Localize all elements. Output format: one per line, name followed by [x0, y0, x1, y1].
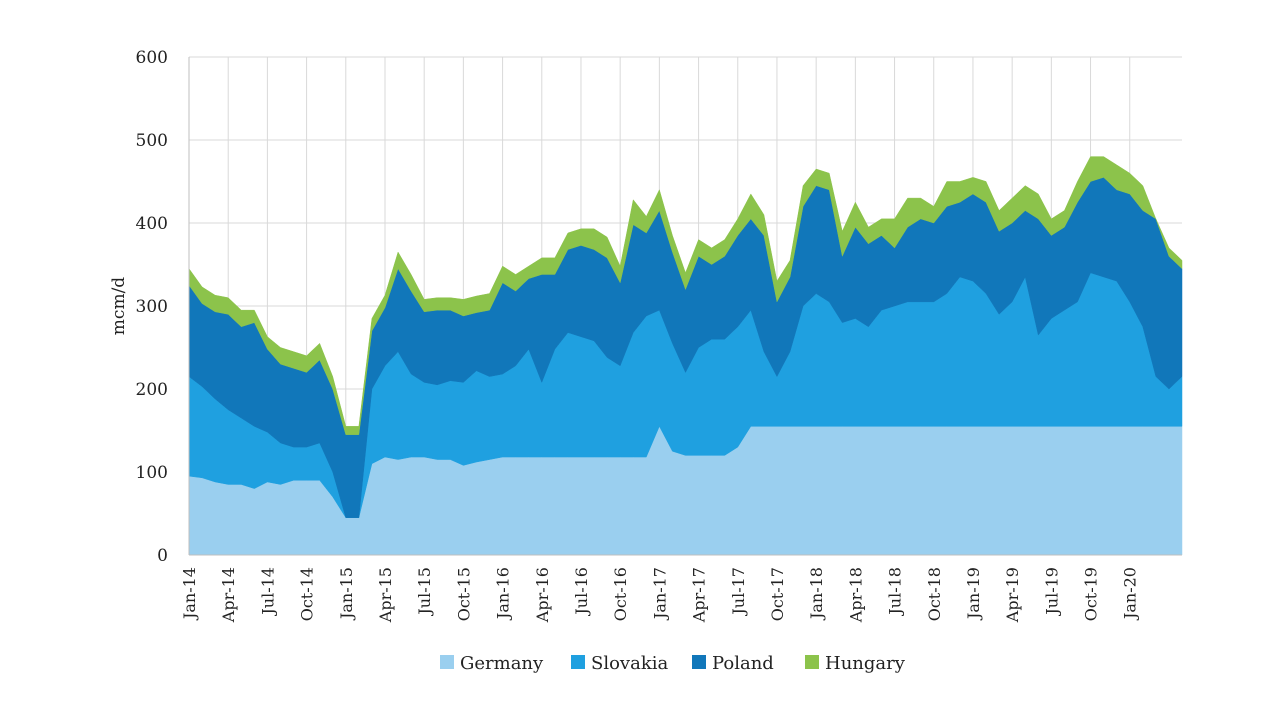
x-tick-label: Jan-17 [650, 567, 669, 621]
x-tick-label: Oct-14 [298, 567, 317, 621]
legend-label: Poland [712, 653, 774, 674]
x-tick-label: Apr-14 [219, 567, 238, 623]
x-tick-label: Oct-15 [454, 567, 473, 621]
x-tick-label: Oct-16 [611, 567, 630, 621]
x-tick-label: Jul-18 [886, 567, 905, 617]
x-tick-label: Jul-17 [729, 567, 748, 617]
y-tick-label: 0 [157, 546, 168, 566]
x-tick-label: Oct-17 [768, 567, 787, 621]
y-tick-label: 600 [136, 48, 168, 68]
y-axis: 0 100 200 300 400 500 600 [136, 48, 168, 566]
legend-swatch [571, 655, 585, 669]
y-axis-label: mcm/d [109, 277, 129, 335]
y-tick-label: 200 [136, 380, 168, 400]
legend-item-slovakia: Slovakia [571, 653, 668, 674]
x-tick-label: Jan-16 [494, 567, 513, 621]
x-tick-label: Jul-15 [415, 567, 434, 617]
x-tick-label: Apr-19 [1003, 567, 1022, 623]
legend-swatch [440, 655, 454, 669]
x-tick-label: Jan-15 [337, 567, 356, 621]
y-tick-label: 400 [136, 214, 168, 234]
x-tick-label: Oct-18 [925, 567, 944, 621]
x-tick-label: Apr-17 [690, 567, 709, 623]
x-tick-label: Jan-20 [1121, 567, 1140, 621]
stacked-areas [188, 156, 1183, 556]
x-tick-label: Jan-14 [180, 567, 199, 621]
legend-item-poland: Poland [692, 653, 774, 674]
x-tick-label: Jul-19 [1042, 567, 1061, 617]
x-tick-label: Apr-16 [533, 567, 552, 623]
legend-label: Slovakia [591, 653, 668, 674]
area-hungary [188, 156, 1183, 435]
y-tick-label: 100 [136, 463, 168, 483]
x-tick-label: Apr-15 [376, 567, 395, 623]
legend: Germany Slovakia Poland Hungary [440, 653, 906, 674]
legend-swatch [805, 655, 819, 669]
legend-label: Hungary [825, 653, 906, 674]
y-tick-label: 300 [136, 297, 168, 317]
x-tick-label: Jan-18 [807, 567, 826, 621]
x-axis: Jan-14 Apr-14 Jul-14 Oct-14 Jan-15 Apr-15 Jul-… [180, 567, 1140, 623]
legend-item-germany: Germany [440, 653, 544, 674]
legend-item-hungary: Hungary [805, 653, 906, 674]
x-tick-label: Jan-19 [964, 567, 983, 621]
x-tick-label: Oct-19 [1082, 567, 1101, 621]
y-tick-label: 500 [136, 131, 168, 151]
plot-frame [188, 57, 1182, 556]
legend-swatch [692, 655, 706, 669]
x-tick-label: Jul-16 [572, 567, 591, 617]
legend-label: Germany [460, 653, 544, 674]
x-tick-label: Apr-18 [846, 567, 865, 623]
x-tick-label: Jul-14 [258, 567, 277, 617]
